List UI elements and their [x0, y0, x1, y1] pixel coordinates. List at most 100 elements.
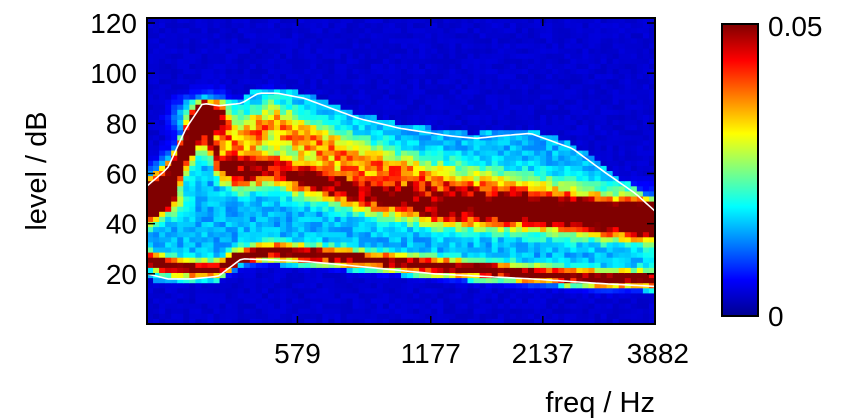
heatmap-cell: [286, 288, 293, 294]
heatmap-cell: [509, 222, 517, 228]
heatmap-cell: [147, 191, 154, 198]
heatmap-cell: [243, 114, 251, 121]
heatmap-cell: [165, 232, 172, 238]
heatmap-cell: [328, 89, 336, 96]
heatmap-cell: [243, 99, 251, 106]
heatmap-cell: [431, 155, 438, 162]
heatmap-cell: [292, 33, 299, 39]
heatmap-cell: [534, 283, 541, 289]
heatmap-cell: [153, 257, 160, 264]
heatmap-cell: [534, 216, 541, 223]
heatmap-cell: [394, 191, 402, 198]
heatmap-cell: [267, 201, 275, 208]
heatmap-cell: [407, 242, 414, 249]
heatmap-cell: [364, 135, 372, 141]
heatmap-cell: [340, 155, 348, 162]
heatmap-cell: [346, 211, 354, 218]
heatmap-cell: [183, 206, 190, 213]
heatmap-cell: [153, 171, 160, 177]
heatmap-cell: [159, 140, 166, 147]
heatmap-cell: [431, 23, 438, 29]
heatmap-cell: [473, 313, 481, 320]
heatmap-cell: [274, 135, 281, 141]
heatmap-cell: [491, 186, 499, 192]
heatmap-cell: [437, 211, 444, 218]
heatmap-cell: [401, 252, 408, 259]
heatmap-cell: [274, 313, 281, 320]
heatmap-cell: [255, 288, 263, 294]
heatmap-cell: [376, 313, 384, 320]
heatmap-cell: [195, 196, 203, 203]
heatmap-cell: [219, 252, 227, 259]
heatmap-cell: [552, 130, 559, 136]
heatmap-cell: [358, 227, 366, 233]
heatmap-cell: [636, 135, 644, 141]
heatmap-cell: [213, 298, 221, 305]
heatmap-cell: [485, 33, 493, 39]
heatmap-cell: [528, 155, 535, 162]
heatmap-cell: [261, 252, 269, 259]
heatmap-cell: [207, 74, 215, 80]
heatmap-cell: [201, 216, 209, 223]
heatmap-cell: [237, 288, 245, 294]
heatmap-cell: [213, 278, 221, 284]
heatmap-cell: [618, 308, 626, 315]
heatmap-cell: [171, 89, 178, 96]
heatmap-cell: [455, 150, 463, 157]
heatmap-cell: [534, 145, 541, 152]
heatmap-cell: [419, 191, 426, 198]
heatmap-cell: [261, 18, 269, 24]
heatmap-cell: [195, 135, 203, 141]
heatmap-cell: [624, 38, 632, 45]
heatmap-cell: [497, 227, 505, 233]
heatmap-cell: [407, 130, 414, 136]
heatmap-cell: [407, 79, 414, 85]
heatmap-cell: [189, 288, 196, 294]
heatmap-cell: [340, 135, 348, 141]
heatmap-cell: [292, 63, 299, 70]
heatmap-cell: [594, 74, 602, 80]
heatmap-cell: [582, 216, 590, 223]
heatmap-cell: [503, 227, 511, 233]
heatmap-cell: [461, 23, 469, 29]
heatmap-cell: [249, 69, 257, 75]
heatmap-cell: [449, 232, 457, 238]
heatmap-cell: [624, 308, 632, 315]
heatmap-cell: [503, 247, 511, 254]
heatmap-cell: [304, 247, 311, 254]
heatmap-cell: [413, 308, 420, 315]
heatmap-cell: [346, 135, 354, 141]
heatmap-cell: [588, 125, 596, 131]
heatmap-cell: [153, 145, 160, 152]
heatmap-cell: [171, 252, 178, 259]
heatmap-cell: [394, 171, 402, 177]
heatmap-cell: [340, 186, 348, 192]
heatmap-cell: [298, 53, 305, 60]
heatmap-cell: [249, 53, 257, 60]
heatmap-cell: [177, 74, 184, 80]
heatmap-cell: [165, 99, 172, 106]
heatmap-cell: [594, 242, 602, 249]
heatmap-cell: [207, 278, 215, 284]
heatmap-cell: [304, 165, 311, 172]
heatmap-cell: [521, 201, 529, 208]
heatmap-cell: [624, 79, 632, 85]
heatmap-cell: [237, 84, 245, 90]
heatmap-cell: [249, 186, 257, 192]
heatmap-cell: [606, 211, 614, 218]
heatmap-cell: [177, 53, 184, 60]
heatmap-cell: [612, 53, 620, 60]
heatmap-cell: [322, 273, 330, 279]
heatmap-cell: [147, 298, 154, 305]
heatmap-cell: [147, 216, 154, 223]
heatmap-cell: [528, 145, 535, 152]
heatmap-cell: [479, 247, 487, 254]
heatmap-cell: [491, 145, 499, 152]
heatmap-cell: [564, 216, 571, 223]
heatmap-cell: [382, 135, 390, 141]
heatmap-cell: [292, 288, 299, 294]
heatmap-cell: [388, 155, 396, 162]
heatmap-cell: [636, 273, 644, 279]
heatmap-cell: [237, 191, 245, 198]
heatmap-cell: [576, 303, 584, 310]
